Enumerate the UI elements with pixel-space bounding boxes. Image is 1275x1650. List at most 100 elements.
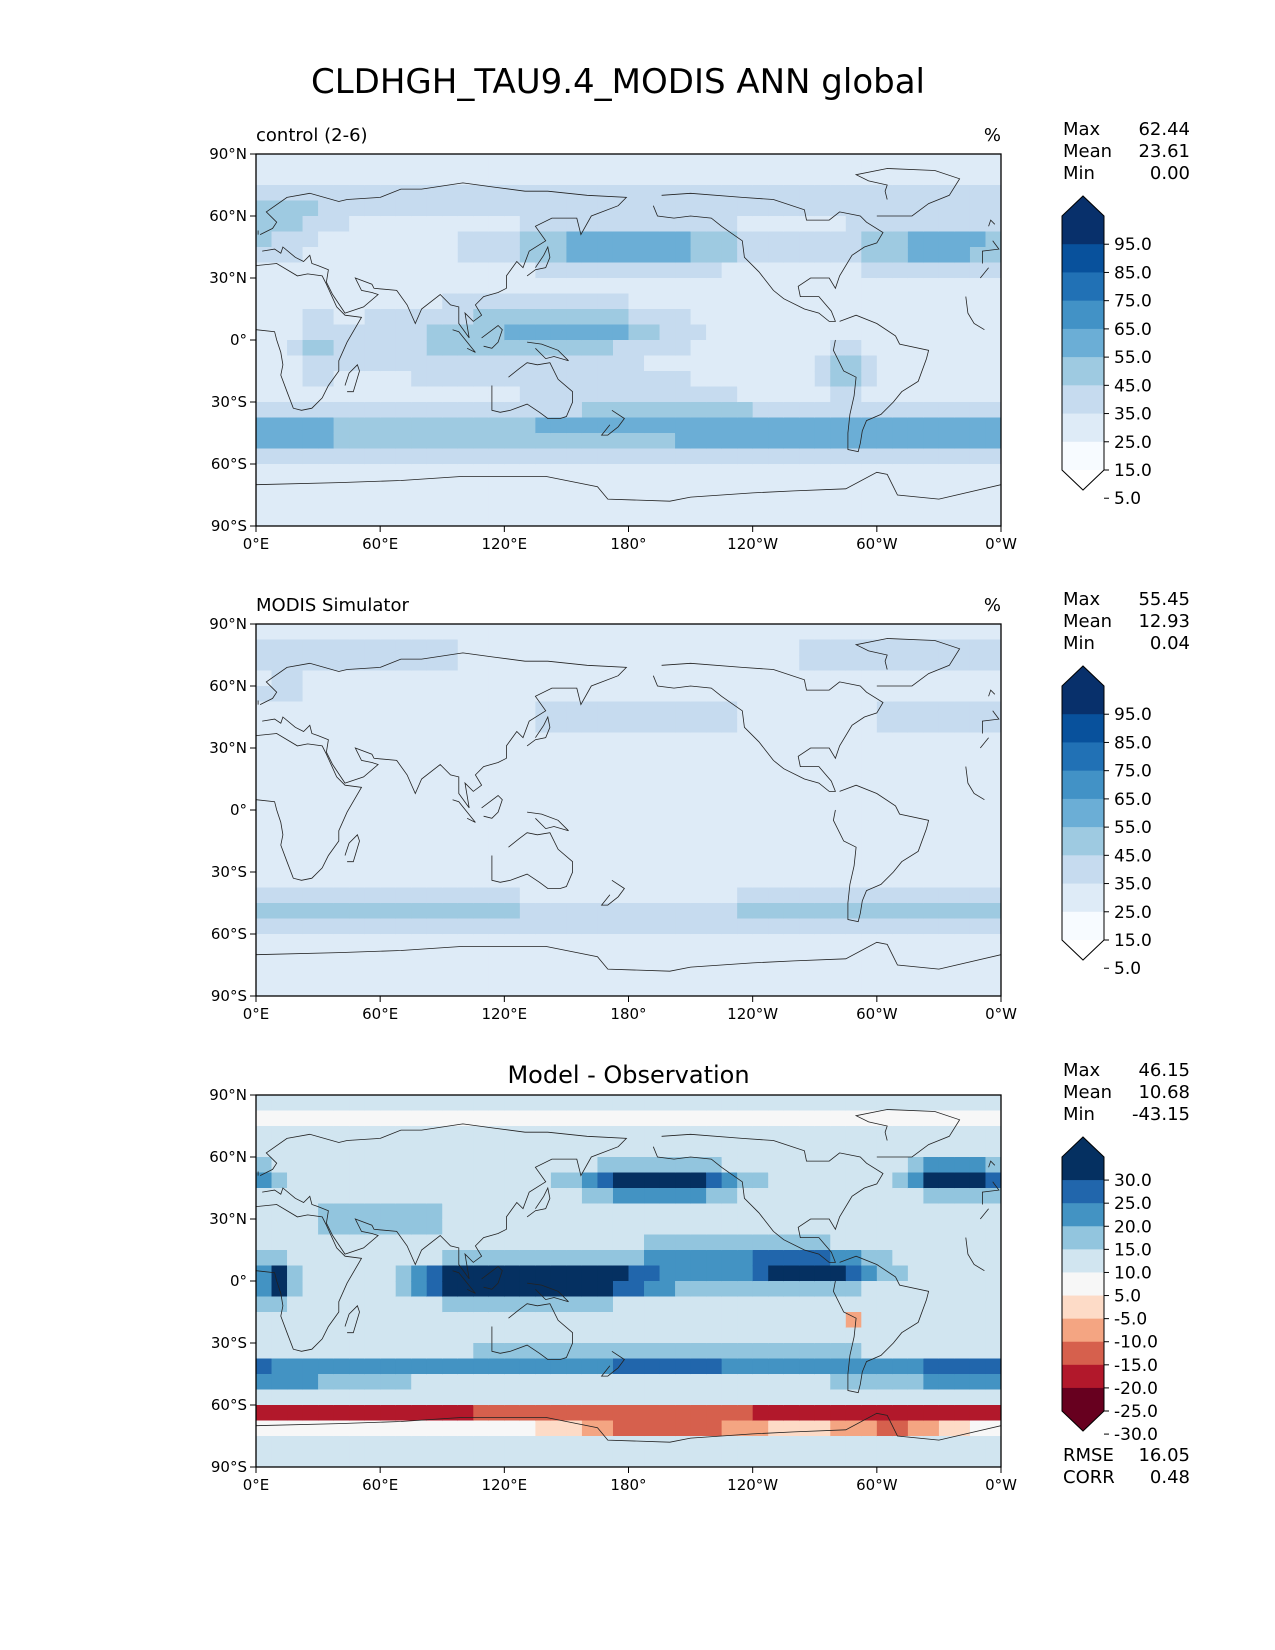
heatmap-cell	[861, 1358, 878, 1375]
heatmap-cell	[938, 763, 956, 780]
heatmap-cell	[923, 794, 940, 811]
heatmap-cell	[318, 1343, 335, 1360]
heatmap-cell	[690, 1265, 707, 1282]
heatmap-cell	[768, 1281, 785, 1298]
heatmap-cell	[256, 247, 273, 264]
heatmap-cell	[612, 701, 630, 718]
heatmap-cell	[969, 1203, 987, 1220]
heatmap-cell	[488, 433, 505, 450]
heatmap-cell	[675, 624, 692, 641]
heatmap-cell	[768, 247, 785, 264]
heatmap-cell	[768, 624, 785, 641]
colorbar-bin	[1062, 1203, 1104, 1227]
heatmap-cell	[938, 779, 956, 796]
heatmap-cell	[504, 825, 521, 842]
heatmap-cell	[504, 1250, 521, 1267]
heatmap-cell	[349, 1141, 366, 1158]
heatmap-cell	[985, 231, 1001, 248]
heatmap-cell	[411, 1343, 428, 1360]
heatmap-cell	[783, 841, 800, 858]
heatmap-cell	[845, 1265, 862, 1282]
heatmap-cell	[985, 402, 1001, 419]
heatmap-cell	[457, 1219, 474, 1236]
heatmap-cell	[318, 293, 335, 310]
heatmap-cell	[256, 872, 273, 889]
heatmap-cell	[985, 1234, 1001, 1251]
heatmap-cell	[690, 1157, 707, 1174]
heatmap-cell	[799, 1451, 816, 1467]
heatmap-cell	[457, 1265, 474, 1282]
heatmap-cell	[876, 887, 893, 904]
heatmap-cell	[612, 510, 630, 526]
heatmap-cell	[426, 1203, 443, 1220]
heatmap-cell	[302, 965, 319, 982]
heatmap-cell	[302, 887, 319, 904]
heatmap-cell	[349, 825, 366, 842]
heatmap-cell	[690, 1188, 707, 1205]
heatmap-cell	[845, 479, 862, 496]
heatmap-cell	[644, 1110, 661, 1127]
heatmap-cell	[675, 1110, 692, 1127]
heatmap-cell	[985, 856, 1001, 873]
heatmap-cell	[504, 309, 521, 326]
heatmap-cell	[814, 1327, 831, 1344]
heatmap-cell	[488, 701, 505, 718]
heatmap-cell	[566, 701, 583, 718]
heatmap-cell	[969, 856, 987, 873]
heatmap-cell	[830, 872, 847, 889]
heatmap-cell	[659, 433, 676, 450]
heatmap-cell	[706, 1389, 723, 1406]
heatmap-cell	[721, 1234, 738, 1251]
heatmap-cell	[845, 262, 862, 279]
heatmap-cell	[985, 701, 1001, 718]
heatmap-cell	[768, 1126, 785, 1143]
heatmap-cell	[644, 1157, 661, 1174]
heatmap-cell	[566, 510, 583, 526]
heatmap-cell	[504, 231, 521, 248]
colorbar-tick-label: 75.0	[1114, 292, 1152, 312]
heatmap-cell	[349, 293, 366, 310]
heatmap-cell	[380, 779, 397, 796]
heatmap-cell	[737, 231, 754, 248]
heatmap-cell	[550, 872, 568, 889]
heatmap-cell	[504, 1296, 521, 1313]
heatmap-cell	[271, 1405, 288, 1422]
heatmap-cell	[566, 748, 583, 765]
heatmap-cell	[938, 841, 956, 858]
heatmap-cell	[442, 402, 459, 419]
heatmap-cell	[566, 340, 583, 357]
heatmap-cell	[644, 154, 661, 171]
heatmap-cell	[442, 1358, 459, 1375]
heatmap-cell	[783, 918, 800, 935]
heatmap-cell	[644, 355, 661, 372]
heatmap-cell	[892, 732, 909, 749]
heatmap-cell	[597, 1141, 614, 1158]
stat-label: Min	[1063, 1104, 1095, 1125]
heatmap-cell	[690, 324, 707, 341]
heatmap-cell	[628, 717, 645, 734]
heatmap-cell	[488, 1281, 505, 1298]
heatmap-cell	[845, 1374, 862, 1391]
heatmap-cell	[597, 1389, 614, 1406]
heatmap-cell	[861, 1265, 878, 1282]
heatmap-cell	[302, 185, 319, 202]
heatmap-cell	[814, 231, 831, 248]
heatmap-cell	[690, 293, 707, 310]
heatmap-cell	[442, 1095, 459, 1112]
heatmap-cell	[845, 371, 862, 388]
heatmap-cell	[830, 810, 847, 827]
heatmap-cell	[457, 717, 474, 734]
heatmap-cell	[550, 479, 568, 496]
heatmap-cell	[535, 1420, 552, 1437]
heatmap-cell	[302, 794, 319, 811]
heatmap-cell	[442, 216, 459, 233]
heatmap-cell	[907, 433, 924, 450]
heatmap-cell	[907, 1358, 924, 1375]
heatmap-cell	[644, 293, 661, 310]
heatmap-cell	[380, 903, 397, 920]
coastline-australia	[491, 832, 573, 889]
heatmap-cell	[566, 309, 583, 326]
heatmap-cell	[814, 810, 831, 827]
heatmap-cell	[861, 340, 878, 357]
heatmap-cell	[597, 701, 614, 718]
